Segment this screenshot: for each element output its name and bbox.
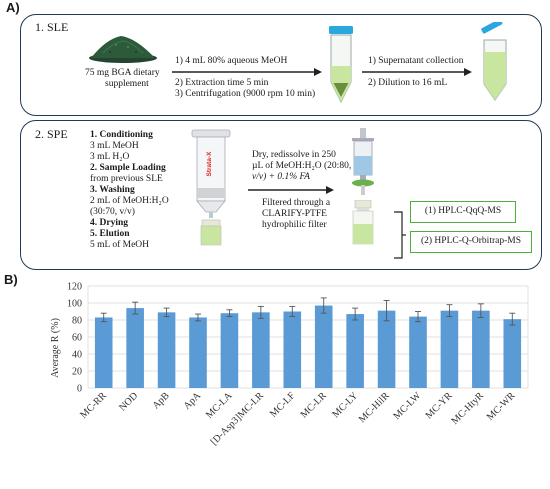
- sle-arrow-1: [172, 68, 322, 76]
- x-tick-label: MC-HtyR: [450, 390, 487, 427]
- bar-MC-LY: [346, 314, 364, 388]
- x-tick-label: ApB: [151, 390, 172, 411]
- x-tick-label: MC-HilR: [357, 390, 392, 425]
- analysis-bracket: [394, 211, 406, 259]
- spe-drying: 4. Drying: [90, 218, 128, 228]
- spe-washing: 3. Washing: [90, 185, 135, 195]
- y-axis-label: Average R (%): [50, 318, 61, 378]
- x-tick-label: MC-RR: [78, 390, 109, 421]
- bar-NOD: [126, 308, 144, 388]
- cartridge-label: Strata-X: [206, 151, 213, 177]
- bar-MC-RR: [94, 317, 113, 388]
- post-step-1: 1) Supernatant collection: [368, 56, 464, 66]
- bar-MC-HilR: [377, 310, 396, 388]
- bar-MC-YR: [440, 310, 459, 388]
- redissolve-line3: v/v) + 0.1% FA: [252, 172, 310, 182]
- y-tick-label: 60: [72, 333, 82, 344]
- chart-x-ticks: MC-RR NOD ApB ApA MC-LA[D-Asp3]MC-LR MC-LF MC-…: [78, 390, 517, 448]
- chart-error-bars: [100, 297, 516, 326]
- spe-washing-line1: 2 mL of MeOH:H₂O: [90, 196, 169, 206]
- bar-ApA: [189, 317, 207, 388]
- bar-MC-LW: [409, 316, 427, 388]
- y-tick-label: 0: [77, 384, 82, 395]
- bar-MC-LR: [314, 305, 333, 388]
- y-tick-label: 120: [67, 282, 82, 293]
- sle-step-3: 3) Centrifugation (9000 rpm 10 min): [175, 89, 316, 99]
- bar-MC-LA: [220, 313, 239, 388]
- bar-MC-HtyR: [472, 310, 490, 388]
- filter-line3: hydrophilic filter: [262, 220, 327, 230]
- sle-step-2: 2) Extraction time 5 min: [175, 78, 269, 88]
- bar-ApB: [157, 312, 176, 388]
- syringe-filter-icon: [352, 128, 374, 195]
- sle-title: 1. SLE: [35, 20, 69, 34]
- redissolve-line2: µL of MeOH:H₂O (20:80,: [252, 161, 352, 171]
- spe-cond-line1: 3 mL MeOH: [90, 141, 139, 151]
- sle-arrow-2: [362, 68, 472, 76]
- x-tick-label: MC-LR: [299, 390, 329, 420]
- centrifuge-tube-icon: [329, 26, 353, 104]
- spe-arrow: [248, 186, 334, 194]
- chart-bars: [94, 305, 522, 388]
- analysis-box-2: (2) HPLC-Q-Orbitrap-MS: [410, 231, 532, 253]
- bar-[D-Asp3]MC-LR: [252, 312, 270, 388]
- sle-step-1: 1) 4 mL 80% aqueous MeOH: [175, 56, 288, 66]
- filter-line1: Filtered through a: [262, 198, 331, 208]
- filter-line2: CLARIFY-PTFE: [262, 209, 327, 219]
- bar-MC-LF: [283, 311, 302, 388]
- x-tick-label: MC-WR: [485, 390, 518, 423]
- x-tick-label: ApA: [182, 390, 204, 412]
- x-tick-label: MC-LF: [268, 390, 298, 420]
- spe-loading-line1: from previous SLE: [90, 174, 163, 184]
- spe-elution-line1: 5 mL of MeOH: [90, 240, 150, 250]
- powder-pile-icon: [89, 36, 157, 63]
- y-tick-label: 80: [72, 316, 82, 327]
- sle-box: 1. SLE: [20, 14, 542, 116]
- x-tick-label: NOD: [117, 390, 140, 413]
- sample-label-line1: 75 mg BGA dietary: [85, 68, 160, 78]
- vial-icon: [352, 200, 374, 245]
- panel-a-label: A): [6, 0, 20, 15]
- spe-title: 2. SPE: [35, 127, 68, 141]
- sample-label-line2: supplement: [105, 79, 149, 89]
- panel-b-label: B): [4, 272, 18, 287]
- y-tick-label: 20: [72, 367, 82, 378]
- bar-MC-WR: [503, 319, 522, 388]
- x-tick-label: MC-YR: [424, 390, 455, 421]
- x-tick-label: MC-LA: [204, 390, 235, 421]
- post-step-2: 2) Dilution to 16 mL: [368, 78, 448, 88]
- chart-y-ticks: 0 20 40 60 80 100 120: [67, 282, 82, 395]
- diluted-tube-icon: [481, 22, 507, 101]
- x-tick-label: MC-LW: [392, 390, 424, 422]
- spe-cartridge-icon: Strata-X: [191, 129, 231, 246]
- spe-loading: 2. Sample Loading: [90, 163, 166, 173]
- y-tick-label: 40: [72, 350, 82, 361]
- chart-grid: [87, 285, 529, 389]
- analysis-box-1: (1) HPLC-QqQ-MS: [410, 201, 516, 223]
- spe-conditioning: 1. Conditioning: [90, 130, 153, 140]
- spe-cond-line2: 3 mL H₂O: [90, 152, 130, 162]
- y-tick-label: 100: [67, 299, 82, 310]
- x-tick-label: MC-LY: [330, 390, 360, 420]
- spe-washing-line2: (30:70, v/v): [90, 207, 135, 217]
- spe-elution: 5. Elution: [90, 229, 130, 239]
- redissolve-line1: Dry, redissolve in 250: [252, 150, 336, 160]
